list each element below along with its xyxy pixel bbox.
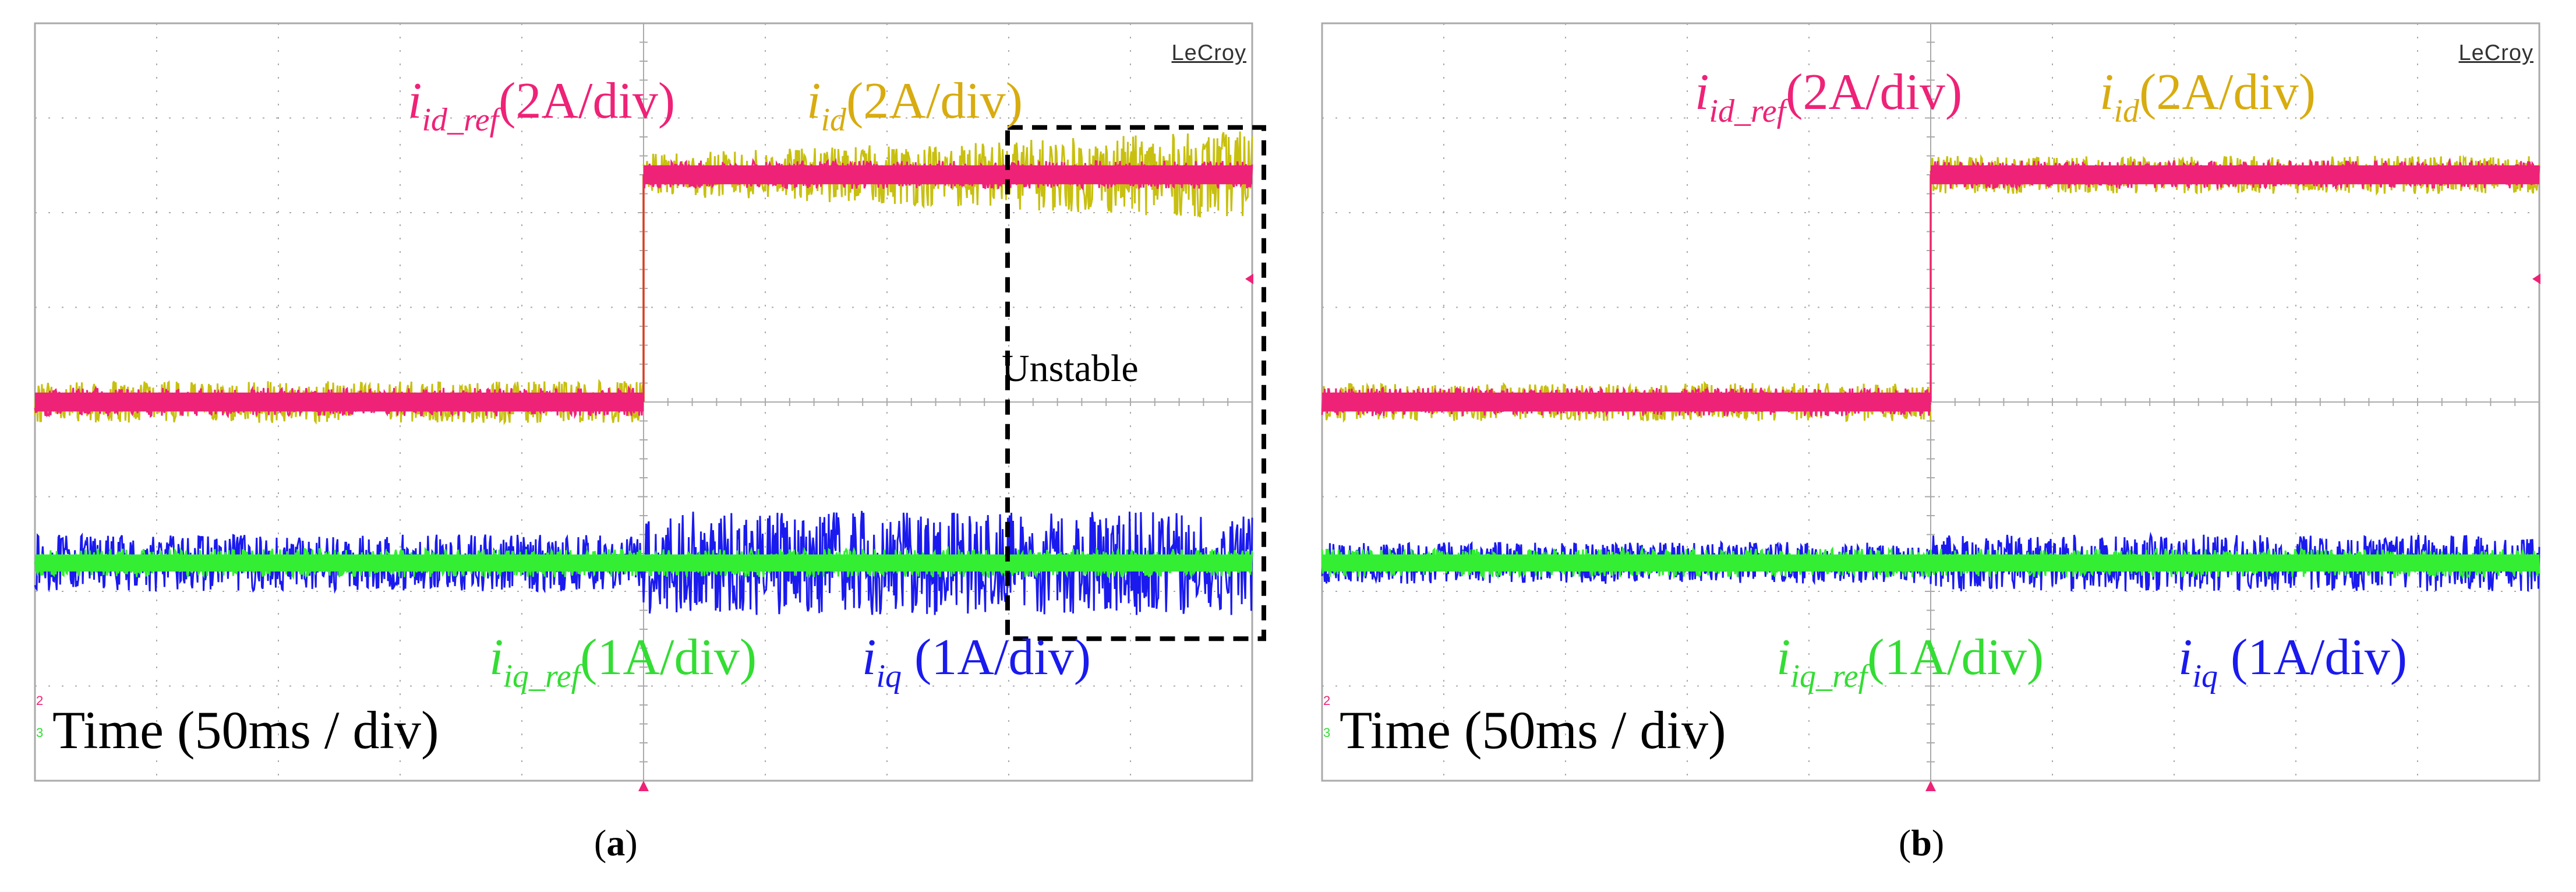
label-id-ref: iid_ref(2A/div) — [408, 73, 676, 138]
brand-logo: LeCroy — [2458, 41, 2533, 65]
trace-i-id-ref-band — [1931, 165, 2539, 185]
x-axis-label: Time (50ms / div) — [1340, 700, 1726, 760]
trace-i-iq-ref-band — [1322, 554, 2539, 572]
channel-marker-2: 2 — [1323, 693, 1331, 708]
channel-marker-2: 2 — [36, 693, 44, 708]
label-iq-ref: iiq_ref(1A/div) — [489, 629, 757, 694]
scope-panel-a: LeCroy iid_ref(2A/div) iid(2A/div) Unsta… — [34, 22, 1266, 791]
label-iq: iiq (1A/div) — [2178, 629, 2408, 694]
x-axis-label: Time (50ms / div) — [52, 700, 439, 760]
label-iq-ref: iiq_ref(1A/div) — [1776, 629, 2044, 694]
channel-marker-3: 3 — [1323, 725, 1331, 740]
caption-a: (a) — [594, 822, 638, 863]
label-iq: iiq (1A/div) — [862, 629, 1091, 694]
trigger-position-marker — [638, 781, 649, 791]
channel-marker-3: 3 — [36, 725, 44, 740]
scope-screen-b — [1321, 22, 2540, 791]
caption-b: (b) — [1899, 822, 1945, 863]
trigger-level-marker — [1245, 273, 1253, 284]
trace-i-iq-ref-band — [35, 554, 1252, 572]
trace-i-id-ref-band — [1322, 392, 1931, 412]
brand-logo: LeCroy — [1171, 41, 1246, 65]
scope-screen-a — [34, 22, 1266, 791]
trace-i-id-ref-band — [644, 165, 1252, 185]
unstable-annotation: Unstable — [1002, 347, 1139, 390]
trigger-position-marker — [1925, 781, 1936, 791]
label-id-ref: iid_ref(2A/div) — [1695, 64, 1963, 129]
label-id: iid(2A/div) — [807, 73, 1023, 138]
label-id: iid(2A/div) — [2100, 64, 2316, 129]
unstable-region-box — [1005, 125, 1266, 641]
scope-panel-b: LeCroy iid_ref(2A/div) iid(2A/div) iiq_r… — [1321, 22, 2540, 791]
trace-i-id-ref-band — [35, 392, 644, 412]
trigger-level-marker — [2532, 273, 2540, 284]
